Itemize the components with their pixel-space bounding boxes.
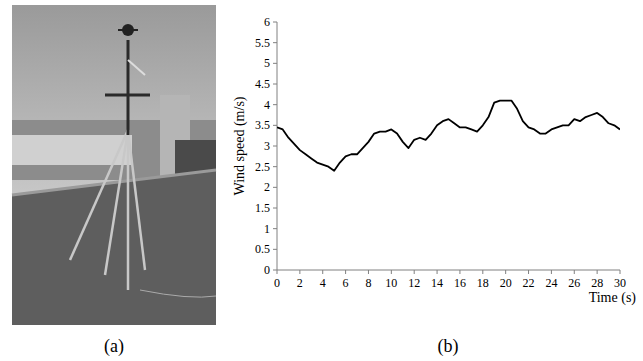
y-tick-label: 1.5 <box>255 201 270 215</box>
x-tick-label: 30 <box>614 276 626 290</box>
x-tick <box>299 270 300 274</box>
x-tick-label: 14 <box>431 276 443 290</box>
panel-label: (a) <box>104 336 124 357</box>
tripod <box>105 130 128 275</box>
x-tick-label: 16 <box>454 276 466 290</box>
y-tick-label: 2 <box>264 180 270 194</box>
parapet <box>12 170 216 195</box>
x-tick-label: 10 <box>385 276 397 290</box>
vane <box>128 60 145 75</box>
y-tick <box>273 84 277 85</box>
y-tick <box>273 125 277 126</box>
roof <box>12 170 216 325</box>
sky <box>12 5 216 325</box>
y-tick-label: 2.5 <box>255 160 270 174</box>
x-tick-label: 24 <box>545 276 557 290</box>
plot-area <box>277 101 620 171</box>
x-tick-label: 28 <box>591 276 603 290</box>
x-tick <box>597 270 598 274</box>
x-tick-label: 6 <box>343 276 349 290</box>
axes: 00.511.522.533.544.555.56024681012141618… <box>255 15 626 290</box>
y-tick-label: 5.5 <box>255 36 270 50</box>
cable <box>140 290 216 297</box>
photo-panel <box>12 5 216 325</box>
y-tick-label: 5 <box>264 56 270 70</box>
x-tick <box>345 270 346 274</box>
anemometer-arms <box>118 29 138 31</box>
x-tick <box>620 270 621 274</box>
x-tick <box>414 270 415 274</box>
x-tick <box>505 270 506 274</box>
x-tick <box>551 270 552 274</box>
y-tick <box>273 22 277 23</box>
figure: 00.511.522.533.544.555.56024681012141618… <box>0 0 643 361</box>
y-tick <box>273 166 277 167</box>
x-axis <box>277 270 620 271</box>
y-tick <box>273 187 277 188</box>
x-tick <box>391 270 392 274</box>
y-tick-label: 0.5 <box>255 242 270 256</box>
x-tick-label: 18 <box>477 276 489 290</box>
x-tick <box>482 270 483 274</box>
y-tick <box>273 42 277 43</box>
y-tick <box>273 228 277 229</box>
x-tick-label: 22 <box>523 276 535 290</box>
mast <box>127 40 130 135</box>
y-tick-label: 3 <box>264 139 270 153</box>
x-tick-label: 20 <box>500 276 512 290</box>
y-tick <box>273 270 277 271</box>
x-tick-label: 8 <box>365 276 371 290</box>
x-tick-label: 12 <box>408 276 420 290</box>
x-tick-label: 4 <box>320 276 326 290</box>
y-tick-label: 3.5 <box>255 118 270 132</box>
x-axis-title: Time (s) <box>589 290 637 306</box>
y-tick <box>273 104 277 105</box>
x-tick-label: 2 <box>297 276 303 290</box>
y-tick <box>273 208 277 209</box>
y-axis-title: Wind speed (m/s) <box>232 96 248 195</box>
tripod <box>70 130 128 260</box>
chart: 00.511.522.533.544.555.56024681012141618… <box>232 15 636 306</box>
y-tick-label: 1 <box>264 222 270 236</box>
y-tick <box>273 249 277 250</box>
x-tick <box>322 270 323 274</box>
y-tick-label: 6 <box>264 15 270 29</box>
crossarm <box>105 94 150 97</box>
tripod <box>128 130 145 270</box>
x-tick <box>459 270 460 274</box>
panel-label: (b) <box>438 336 459 357</box>
x-tick <box>277 270 278 274</box>
x-tick-label: 26 <box>568 276 580 290</box>
x-tick <box>437 270 438 274</box>
y-tick-label: 4 <box>264 98 270 112</box>
x-tick <box>368 270 369 274</box>
x-tick <box>528 270 529 274</box>
tripod <box>127 130 130 290</box>
x-tick <box>574 270 575 274</box>
x-tick-label: 0 <box>274 276 280 290</box>
y-tick <box>273 63 277 64</box>
wind-speed-line <box>277 101 620 171</box>
y-tick-label: 0 <box>264 263 270 277</box>
y-tick-label: 4.5 <box>255 77 270 91</box>
y-tick <box>273 146 277 147</box>
